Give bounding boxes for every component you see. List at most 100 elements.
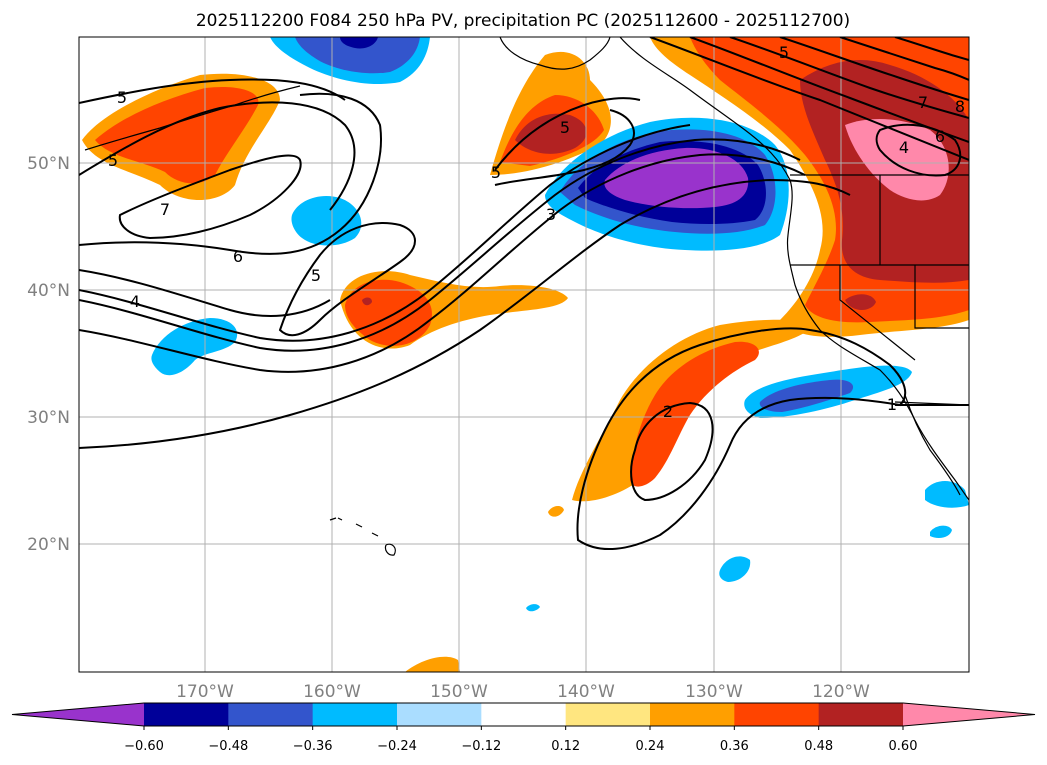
contour-5-gulf xyxy=(494,97,641,171)
contour-label-4: 4 xyxy=(130,292,140,311)
negative-anomaly-small-2 xyxy=(151,318,238,376)
colorbar-tick-label: −0.12 xyxy=(461,739,501,754)
lat-label-30n: 30°N xyxy=(27,408,70,428)
positive-anomaly-subtropical-core xyxy=(630,341,759,487)
contour-5-gulf-inner xyxy=(494,109,635,186)
contour-label-5e: 5 xyxy=(560,118,570,137)
contour-label-2: 2 xyxy=(663,402,673,421)
contour-5-west xyxy=(79,101,356,211)
contour-label-5c: 5 xyxy=(311,266,321,285)
contour-ne-4 xyxy=(779,37,969,101)
pv-contours xyxy=(79,37,969,551)
contour-label-5a: 5 xyxy=(117,88,127,107)
colorbar-segment xyxy=(144,703,229,726)
lat-label-20n: 20°N xyxy=(27,535,70,555)
negative-anomaly-small-6 xyxy=(526,604,540,612)
colorbar-tick-label: −0.48 xyxy=(208,739,248,754)
lon-labels: 170°W 160°W 150°W 140°W 130°W 120°W xyxy=(176,682,870,702)
lat-label-40n: 40°N xyxy=(27,281,70,301)
contour-2-south xyxy=(630,401,714,502)
coastline-north-america xyxy=(619,37,969,501)
colorbar-segment xyxy=(818,703,904,726)
lon-label-120w: 120°W xyxy=(812,682,870,702)
positive-anomaly-central-peak xyxy=(362,297,372,306)
lat-label-50n: 50°N xyxy=(27,154,70,174)
contour-4b xyxy=(79,124,691,342)
figure-title: 2025112200 F084 250 hPa PV, precipitatio… xyxy=(196,11,850,31)
colorbar-tick-label: 0.24 xyxy=(636,739,665,754)
hawaii-islands xyxy=(329,517,396,556)
positive-anomaly-south-edge xyxy=(405,656,460,672)
contour-7 xyxy=(118,154,302,240)
contour-1 xyxy=(576,327,907,551)
colorbar-tick-label: −0.36 xyxy=(293,739,333,754)
contour-labels: 5 5 7 6 4 5 5 3 5 2 1 7 6 4 8 5 xyxy=(108,43,965,421)
contour-label-3: 3 xyxy=(546,205,556,224)
colorbar-tick-label: 0.60 xyxy=(889,739,918,754)
colorbar-tick-label: −0.24 xyxy=(377,739,417,754)
contour-label-6b: 6 xyxy=(935,127,945,146)
graticule xyxy=(79,37,969,672)
colorbar: −0.60 −0.48 −0.36 −0.24 −0.12 0.12 0.24 0.36 0.4… xyxy=(11,702,1036,754)
contour-4 xyxy=(79,269,331,317)
contour-label-4b: 4 xyxy=(899,138,909,157)
lon-label-150w: 150°W xyxy=(430,682,488,702)
negative-anomaly-small-5 xyxy=(930,525,952,538)
colorbar-tick-label: 0.12 xyxy=(551,739,580,754)
map-frame xyxy=(78,36,970,673)
colorbar-extend-max xyxy=(903,703,1035,726)
coastline-alaska xyxy=(499,37,611,70)
lon-label-170w: 170°W xyxy=(176,682,234,702)
colorbar-extend-min xyxy=(12,703,144,726)
positive-anomaly-central-core xyxy=(345,279,432,346)
contour-2 xyxy=(79,178,851,449)
negative-anomaly-north-core xyxy=(295,37,420,74)
colorbar-segment xyxy=(397,703,482,726)
contour-label-1: 1 xyxy=(887,395,897,414)
contour-label-7b: 7 xyxy=(918,93,928,112)
contour-ne-3 xyxy=(729,37,969,119)
contour-ne-1 xyxy=(649,37,969,161)
contour-label-6: 6 xyxy=(233,247,243,266)
negative-anomaly-small-3 xyxy=(719,556,751,582)
contour-6 xyxy=(79,92,382,255)
negative-anomaly-small-4 xyxy=(925,481,969,508)
lat-labels: 50°N 40°N 30°N 20°N xyxy=(27,154,70,555)
positive-anomaly-gulf-peak xyxy=(515,113,587,154)
coastlines xyxy=(84,37,969,556)
contour-5-central xyxy=(278,222,416,337)
lon-label-160w: 160°W xyxy=(303,682,361,702)
map-panel: 5 5 7 6 4 5 5 3 5 2 1 7 6 4 8 5 xyxy=(78,36,970,673)
positive-anomaly-oregon-spot xyxy=(845,294,876,310)
contour-3 xyxy=(79,153,806,373)
colorbar-segment xyxy=(481,703,567,726)
contour-label-5f: 5 xyxy=(779,43,789,62)
contour-ne-6 xyxy=(894,37,969,61)
contour-3b xyxy=(79,138,801,352)
colorbar-segment xyxy=(565,703,651,726)
colorbar-segment xyxy=(650,703,735,726)
negative-anomaly-north-deep xyxy=(340,37,378,49)
colorbar-segment xyxy=(734,703,820,726)
coastline-baja xyxy=(904,394,961,496)
contour-5-north xyxy=(79,78,346,104)
precipitation-fill xyxy=(82,37,969,672)
border-state-4 xyxy=(839,265,916,361)
lon-label-140w: 140°W xyxy=(557,682,615,702)
positive-anomaly-northeast-max xyxy=(845,118,949,201)
positive-anomaly-small-sw xyxy=(548,506,564,517)
contour-label-5b: 5 xyxy=(108,151,118,170)
colorbar-tick-label: 0.48 xyxy=(804,739,833,754)
colorbar-segment xyxy=(312,703,398,726)
contour-label-8: 8 xyxy=(955,97,965,116)
coastline-aleutians xyxy=(84,85,301,151)
positive-anomaly-nw-core xyxy=(95,86,259,184)
contour-ne-inner xyxy=(875,123,962,177)
contour-label-7: 7 xyxy=(160,200,170,219)
lon-label-130w: 130°W xyxy=(685,682,743,702)
colorbar-tick-label: −0.60 xyxy=(124,739,164,754)
colorbar-segment xyxy=(228,703,314,726)
negative-anomaly-socal-core xyxy=(759,379,854,412)
contour-ne-5 xyxy=(839,37,969,81)
